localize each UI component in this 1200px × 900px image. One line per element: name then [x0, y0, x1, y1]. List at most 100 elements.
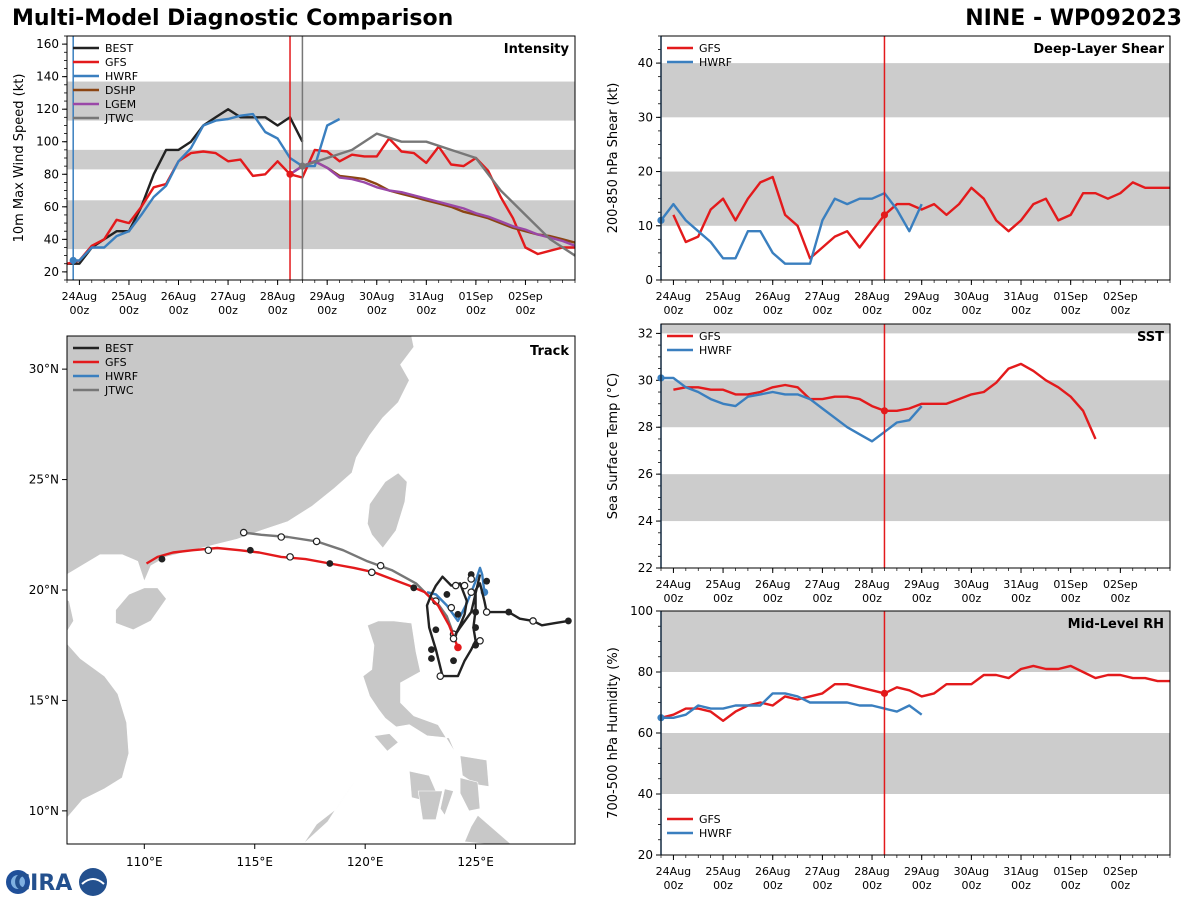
- sst-legend-label-gfs: GFS: [699, 330, 721, 343]
- intensity-ytick-label: 80: [44, 167, 59, 181]
- intensity-legend-label-gfs: GFS: [105, 56, 127, 69]
- intensity-ytick-label: 60: [44, 200, 59, 214]
- intensity-series-lgem: [289, 160, 575, 247]
- rh-ylabel: 700-500 hPa Humidity (%): [606, 647, 621, 819]
- intensity-xtick-label: 02Sep: [508, 290, 543, 303]
- sst-ytick-label: 22: [638, 561, 653, 575]
- rh-band-1: [661, 611, 1170, 672]
- track-marker-open-best: [467, 588, 475, 597]
- track-current-gfs: [454, 643, 462, 652]
- track-marker-open-best: [529, 617, 537, 625]
- track-frame: [66, 335, 576, 845]
- track-marker-open-jtwc: [277, 533, 286, 541]
- sst-xtick-label: 00z: [862, 592, 882, 605]
- intensity-ytick-label: 160: [36, 37, 59, 51]
- track-marker-open-jtwc: [312, 537, 321, 546]
- rh-xtick-label: 00z: [713, 879, 733, 892]
- rh-xtick-label: 27Aug: [805, 865, 840, 878]
- track-marker-filled-gfs: [326, 560, 334, 567]
- sst-xtick-label: 01Sep: [1053, 578, 1088, 591]
- intensity-ytick-label: 140: [36, 70, 59, 84]
- intensity-xtick-label: 00z: [416, 304, 436, 317]
- rh-xtick-label: 00z: [1061, 879, 1081, 892]
- track-marker-open-best: [476, 636, 484, 645]
- track-marker-filled-best: [564, 617, 572, 625]
- intensity-legend-label-dshp: DSHP: [105, 84, 136, 97]
- intensity-ylabel: 10m Max Wind Speed (kt): [12, 74, 27, 243]
- track-marker-filled-best: [428, 655, 435, 662]
- track-legend-label-gfs: GFS: [105, 356, 127, 369]
- hainan-island: [115, 587, 167, 631]
- intensity-frame: [66, 35, 576, 281]
- intensity-xtick-label: 27Aug: [210, 290, 245, 303]
- intensity-xtick-label: 00z: [169, 304, 189, 317]
- track-ytick-label: 30°N: [29, 362, 59, 376]
- track-marker-open-best: [449, 634, 458, 643]
- logo-text: CIRA: [14, 871, 72, 896]
- shear-xtick-label: 00z: [664, 304, 684, 317]
- sst-xtick-label: 28Aug: [854, 578, 889, 591]
- intensity-ytick-label: 40: [44, 232, 59, 246]
- shear-legend-label-gfs: GFS: [699, 42, 721, 55]
- intensity-panel: 2040608010012014016024Aug00z25Aug00z26Au…: [12, 35, 576, 317]
- rh-series-hwrf: [661, 692, 923, 719]
- sst-ytick-label: 24: [638, 514, 653, 528]
- sst-xtick-label: 00z: [812, 592, 832, 605]
- rh-xtick-label: 24Aug: [656, 865, 691, 878]
- track-xtick-label: 115°E: [236, 855, 273, 869]
- intensity-legend-label-best: BEST: [105, 42, 133, 55]
- intensity-xtick-label: 00z: [268, 304, 288, 317]
- intensity-band-2: [67, 81, 575, 121]
- shear-panel: 01020304024Aug00z25Aug00z26Aug00z27Aug00…: [606, 35, 1171, 317]
- shear-xtick-label: 24Aug: [656, 290, 691, 303]
- track-marker-filled-best: [454, 610, 462, 618]
- shear-xtick-label: 00z: [812, 304, 832, 317]
- shear-xtick-label: 30Aug: [954, 290, 989, 303]
- shear-xtick-label: 00z: [1011, 304, 1031, 317]
- intensity-series-hwrf: [73, 112, 341, 262]
- sst-panel: 22242628303224Aug00z25Aug00z26Aug00z27Au…: [606, 323, 1171, 605]
- track-marker-open-best: [482, 608, 491, 616]
- rh-xtick-label: 25Aug: [705, 865, 740, 878]
- track-marker-filled-gfs: [410, 584, 418, 592]
- track-marker-open-gfs: [286, 553, 294, 561]
- intensity-current-point-jtwc: [298, 162, 307, 170]
- sst-xtick-label: 00z: [961, 592, 981, 605]
- rh-xtick-label: 00z: [1110, 879, 1130, 892]
- intensity-xtick-label: 00z: [69, 304, 89, 317]
- shear-title: Deep-Layer Shear: [1033, 42, 1164, 57]
- track-legend-label-hwrf: HWRF: [105, 370, 138, 383]
- intensity-ytick-label: 20: [44, 265, 59, 279]
- intensity-legend-label-hwrf: HWRF: [105, 70, 138, 83]
- track-marker-open-best: [436, 672, 445, 680]
- intensity-xtick-label: 00z: [218, 304, 238, 317]
- track-marker-filled-best: [472, 641, 480, 649]
- sst-legend-label-hwrf: HWRF: [699, 344, 732, 357]
- track-marker-filled-best: [472, 608, 480, 616]
- rh-xtick-label: 01Sep: [1053, 865, 1088, 878]
- intensity-xtick-label: 26Aug: [161, 290, 196, 303]
- shear-xtick-label: 25Aug: [705, 290, 740, 303]
- mainland-china: [67, 336, 415, 583]
- track-ytick-label: 25°N: [29, 473, 59, 487]
- rh-ytick-label: 80: [638, 665, 653, 679]
- rh-legend-label-hwrf: HWRF: [699, 827, 732, 840]
- shear-frame: [660, 35, 1171, 281]
- intensity-xtick-label: 29Aug: [309, 290, 344, 303]
- rh-xtick-label: 26Aug: [755, 865, 790, 878]
- rh-legend-label-gfs: GFS: [699, 813, 721, 826]
- sst-current-point-gfs: [880, 407, 889, 415]
- rh-xtick-label: 00z: [664, 879, 684, 892]
- rh-ytick-label: 20: [638, 848, 653, 862]
- land-layer: [67, 336, 512, 844]
- mindanao-island: [464, 814, 512, 844]
- shear-xtick-label: 01Sep: [1053, 290, 1088, 303]
- sst-band-0: [661, 474, 1170, 522]
- shear-series-hwrf: [661, 192, 923, 265]
- page-title: Multi-Model Diagnostic Comparison: [12, 6, 454, 31]
- rh-xtick-label: 00z: [763, 879, 783, 892]
- track-marker-open-gfs: [367, 568, 376, 577]
- rh-series-gfs: [661, 664, 1170, 722]
- shear-ytick-label: 40: [638, 56, 653, 70]
